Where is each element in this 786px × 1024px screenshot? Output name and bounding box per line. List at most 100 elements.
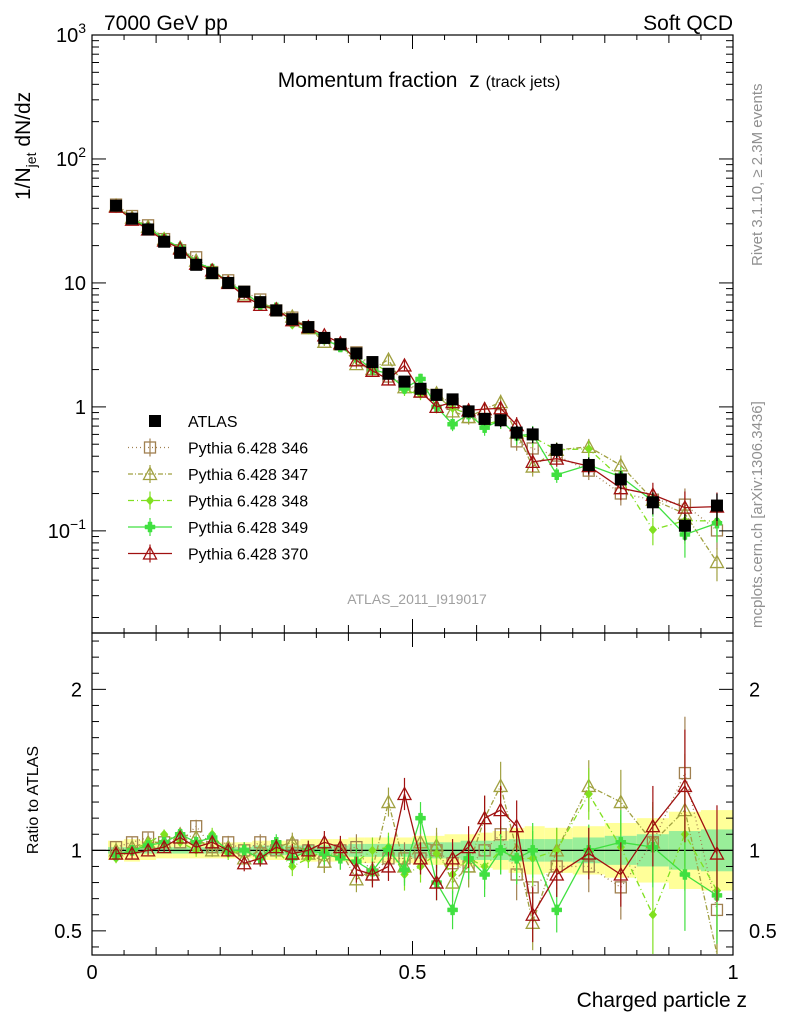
series-ratio-point <box>677 778 693 793</box>
data-point <box>286 313 299 326</box>
legend-marker <box>144 521 156 533</box>
series-ratio-point <box>332 839 348 854</box>
series-point <box>709 554 725 569</box>
legend-item: ATLAS <box>149 414 238 431</box>
header-right: Soft QCD <box>643 12 733 35</box>
series-point <box>479 422 490 433</box>
main-panel-frame <box>91 34 734 634</box>
y-tick-label: 10 <box>64 273 86 295</box>
data-point <box>142 223 155 236</box>
series-ratio-point <box>527 845 538 856</box>
series-ratio-point <box>380 794 397 809</box>
ratio-y-tick-label-right: 2 <box>749 679 760 701</box>
series-point <box>447 418 458 430</box>
ratio-y-tick-label: 2 <box>71 679 82 701</box>
x-tick-label: 0.5 <box>399 962 427 984</box>
series-ratio-point <box>252 850 268 865</box>
series-ratio-point <box>648 909 658 920</box>
series-ratio-point <box>348 871 365 886</box>
header-left: 7000 GeV pp <box>104 12 228 35</box>
data-point <box>254 296 267 309</box>
series-ratio-point <box>645 818 661 833</box>
data-point <box>414 382 427 395</box>
ratio-y-tick-label-right: 1 <box>749 840 760 862</box>
series-ratio-point <box>551 904 562 916</box>
data-point <box>110 199 123 212</box>
series-ratio-point <box>124 845 140 860</box>
data-point <box>478 412 491 425</box>
y-axis-label: 1/Njet dN/dz <box>12 92 39 200</box>
series-ratio-point <box>493 802 509 817</box>
series-ratio-point <box>581 845 597 860</box>
data-point <box>430 388 443 401</box>
series-ratio-point <box>188 839 204 854</box>
chart-title: Momentum fraction z (track jets) <box>278 69 561 92</box>
atlas-data-points <box>110 199 723 541</box>
data-point <box>238 285 251 298</box>
series-ratio-point <box>428 874 445 889</box>
series-line <box>115 206 717 509</box>
series-ratio-point <box>549 866 565 881</box>
series-point <box>493 400 509 415</box>
y-tick-label: 102 <box>56 144 86 171</box>
series-point <box>444 403 461 418</box>
data-point <box>126 212 139 225</box>
series-ratio-point <box>204 834 220 849</box>
legend-marker <box>142 545 158 560</box>
legend-marker <box>142 466 158 481</box>
data-point <box>494 414 507 427</box>
series-ratio-point <box>613 866 629 881</box>
series-ratio-point <box>368 845 377 856</box>
y-tick-label: 10−1 <box>48 516 86 543</box>
legend-label: Pythia 6.428 348 <box>188 494 308 511</box>
data-point <box>582 458 595 471</box>
series-point <box>525 458 541 473</box>
legend-item: Pythia 6.428 348 <box>128 491 308 511</box>
series-point <box>648 525 658 535</box>
ratio-y-label: Ratio to ATLAS <box>25 746 42 854</box>
data-point <box>382 367 395 380</box>
legend-marker <box>143 441 157 454</box>
ratio-panel-frame <box>91 632 734 956</box>
data-point <box>350 347 363 360</box>
series-ratio-point <box>380 858 397 873</box>
data-point <box>462 405 475 418</box>
data-point <box>446 393 459 406</box>
data-point <box>710 499 723 512</box>
legend-label: Pythia 6.428 347 <box>188 467 308 484</box>
series-point <box>348 356 365 371</box>
series-ratio-point <box>495 845 506 856</box>
series-ratio-point <box>396 786 413 801</box>
series-ratio-point <box>156 839 172 854</box>
y-tick-label: 1 <box>75 397 86 419</box>
series-ratio-point <box>316 834 332 849</box>
ratio-y-tick-label-right: 0.5 <box>749 921 777 943</box>
y-tick-label: 103 <box>56 20 86 47</box>
data-point <box>334 338 347 351</box>
data-point <box>510 426 523 439</box>
series-point <box>415 373 426 385</box>
sidebar-upper: Rivet 3.1.10, ≥ 2.3M events <box>749 84 766 267</box>
data-point <box>270 304 283 317</box>
data-point <box>190 258 203 271</box>
data-point <box>526 428 539 441</box>
x-tick-label: 1 <box>727 962 738 984</box>
series-ratio-point <box>460 839 477 854</box>
legend-marker <box>145 495 155 506</box>
series-ratio-point <box>613 794 629 809</box>
legend-label: Pythia 6.428 346 <box>188 441 308 458</box>
data-point <box>222 276 235 289</box>
series-ratio-point <box>415 812 426 824</box>
sidebar-lower: mcplots.cern.ch [arXiv:1306.3436] <box>749 401 766 628</box>
data-point <box>678 519 691 532</box>
series-ratio-point <box>220 842 236 857</box>
series-ratio-point <box>399 864 410 875</box>
analysis-tag: ATLAS_2011_I919017 <box>347 591 487 607</box>
series-ratio-point <box>348 861 365 876</box>
series-ratio-point <box>709 845 725 860</box>
series-ratio-point <box>584 789 593 799</box>
legend-marker <box>149 415 161 427</box>
series-ratio-point <box>236 855 252 870</box>
ratio-y-tick-label: 0.5 <box>54 921 82 943</box>
